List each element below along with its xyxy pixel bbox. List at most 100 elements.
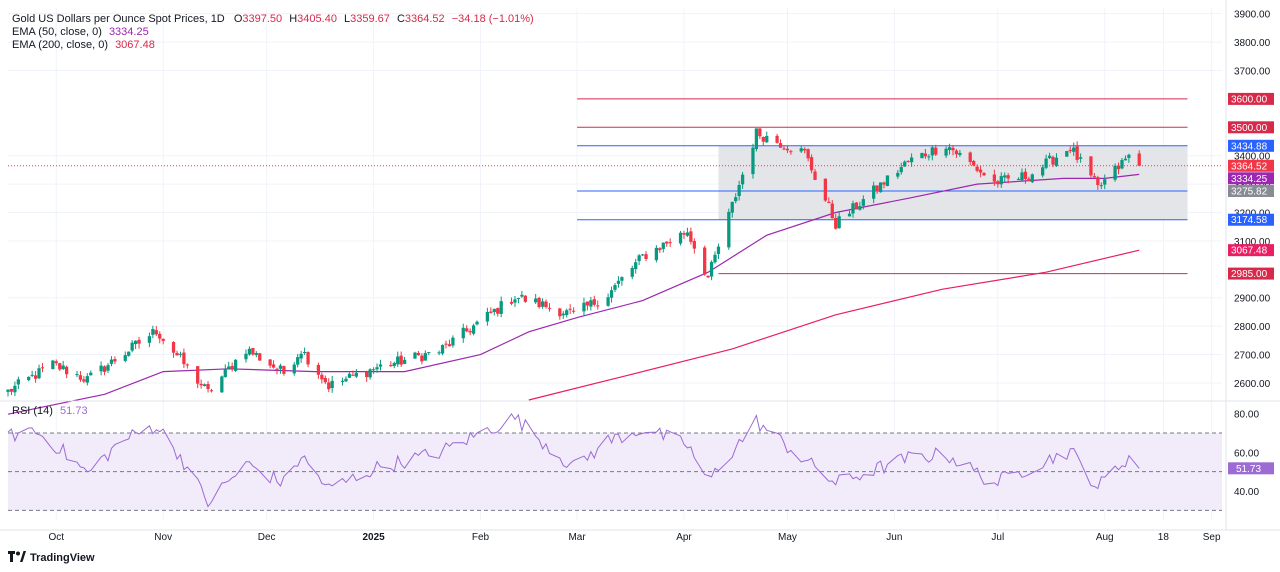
candle-body: [158, 333, 162, 339]
price-label-box: [1228, 139, 1274, 152]
candle-body: [823, 178, 828, 201]
candle-body: [123, 355, 127, 361]
candle: [202, 383, 207, 387]
candle: [716, 243, 721, 259]
candle: [496, 307, 500, 317]
candle-body: [178, 353, 183, 355]
candle: [703, 245, 707, 276]
candle-body: [513, 299, 517, 303]
legend-ema50: EMA (50, close, 0) 3334.25: [12, 26, 149, 38]
candle: [678, 230, 683, 246]
candle: [278, 363, 283, 374]
price-tick-label: 2700.00: [1234, 351, 1271, 362]
candle-body: [171, 341, 176, 353]
candle: [185, 363, 189, 369]
tradingview-brand[interactable]: TradingView: [8, 551, 95, 565]
candle: [644, 251, 648, 262]
price-label-3275.82: 3275.82: [1228, 184, 1274, 197]
candle-body: [102, 366, 107, 372]
price-tick-label: 2800.00: [1234, 322, 1271, 333]
candle: [471, 323, 476, 336]
candle-body: [706, 275, 710, 278]
candle-body: [1027, 178, 1031, 182]
candle-body: [758, 128, 762, 137]
candle: [1078, 153, 1083, 163]
candle: [230, 362, 234, 372]
price-label-2985.00: 2985.00: [1228, 267, 1274, 280]
candle: [130, 340, 134, 353]
candle-body: [199, 383, 203, 386]
candle: [813, 168, 817, 181]
candle: [613, 283, 617, 293]
legend-h-label: H: [289, 13, 298, 25]
price-label-3067.48: 3067.48: [1228, 244, 1274, 257]
candle-body: [906, 160, 910, 162]
candle-body: [872, 185, 876, 199]
candle-body: [654, 247, 659, 261]
time-tick-label: Aug: [1096, 532, 1114, 543]
candle-body: [1054, 157, 1059, 166]
candle: [565, 308, 569, 318]
price-label-box: [1228, 244, 1274, 257]
candle-body: [537, 297, 541, 308]
time-tick-label: 2025: [362, 532, 385, 543]
candle: [558, 307, 562, 320]
candle-body: [354, 372, 358, 377]
candle: [258, 352, 262, 361]
candle-body: [785, 148, 790, 151]
candle-body: [682, 233, 686, 235]
candle: [85, 373, 89, 386]
candle-body: [992, 174, 997, 182]
time-tick-label: Nov: [154, 532, 172, 543]
candle: [972, 159, 976, 167]
candle: [775, 133, 779, 144]
candle-body: [1127, 154, 1131, 158]
candle: [1023, 168, 1028, 184]
candle-body: [809, 157, 814, 171]
candle-body: [127, 351, 131, 356]
candle: [209, 388, 214, 393]
price-label-text: 3600.00: [1231, 94, 1268, 105]
candle-body: [230, 365, 234, 370]
candle-body: [609, 290, 614, 298]
rsi-series: [7, 413, 1140, 508]
price-label-text: 3067.48: [1231, 246, 1268, 257]
candle-body: [209, 390, 214, 392]
candle: [658, 247, 662, 253]
candle-body: [1116, 165, 1121, 170]
candle-body: [1120, 160, 1124, 169]
candle: [1051, 155, 1055, 168]
candle-body: [16, 379, 20, 385]
candle-body: [782, 148, 786, 150]
candle: [1099, 182, 1103, 190]
candle-body: [565, 310, 569, 316]
candle: [175, 350, 179, 356]
candle: [958, 149, 962, 157]
candle-body: [585, 301, 590, 306]
legend-ema50-value: 3334.25: [108, 26, 149, 38]
candle-body: [423, 353, 427, 361]
candle: [33, 370, 38, 383]
candle-body: [851, 203, 855, 214]
candle-body: [475, 321, 479, 325]
candle: [758, 128, 762, 140]
price-tick-label: 3800.00: [1234, 38, 1271, 49]
candle: [634, 258, 638, 274]
candle: [244, 349, 248, 363]
candle: [540, 298, 545, 309]
candle-body: [292, 364, 296, 374]
candle-body: [727, 211, 731, 248]
legend-title: Gold US Dollars per Ounce Spot Prices, 1…: [12, 13, 225, 25]
candle: [899, 162, 903, 175]
candle: [661, 242, 665, 253]
candle: [1075, 141, 1079, 163]
candle-body: [1123, 158, 1128, 161]
candle: [809, 154, 814, 174]
candle: [589, 296, 593, 311]
candle: [734, 193, 738, 204]
tradingview-name: TradingView: [30, 552, 95, 564]
legend-ema50-label: EMA (50, close, 0): [12, 26, 102, 38]
candle-body: [347, 373, 352, 378]
time-tick-label: May: [778, 532, 797, 543]
price-label-box: [1228, 92, 1274, 105]
